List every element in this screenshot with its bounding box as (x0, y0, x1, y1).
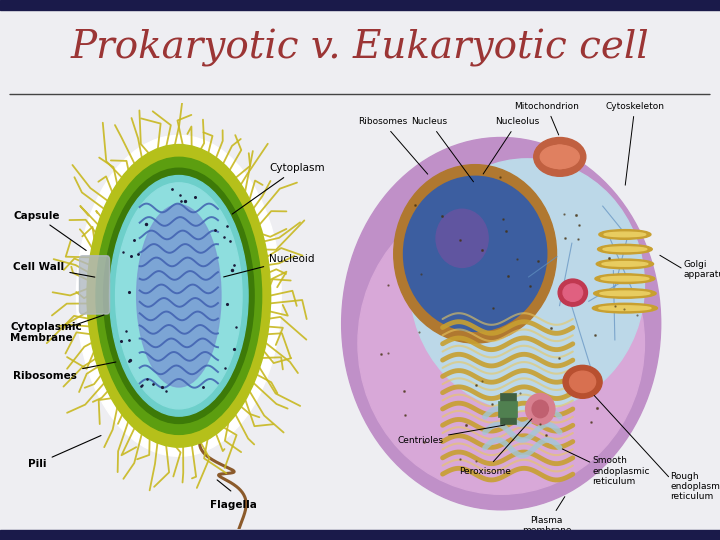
Ellipse shape (436, 210, 488, 267)
Text: Centrioles: Centrioles (397, 425, 505, 444)
Ellipse shape (137, 205, 221, 387)
Text: Cytoplasm: Cytoplasm (233, 163, 325, 214)
Text: Golgi
apparatus: Golgi apparatus (683, 260, 720, 279)
Ellipse shape (104, 168, 254, 423)
Text: Cytoplasmic
Membrane: Cytoplasmic Membrane (10, 321, 82, 343)
Text: Pili: Pili (28, 436, 101, 469)
Text: Nucleus: Nucleus (412, 118, 474, 182)
Ellipse shape (76, 136, 282, 456)
Ellipse shape (544, 145, 575, 168)
Text: Ribosomes: Ribosomes (13, 362, 116, 381)
Ellipse shape (549, 145, 571, 168)
Ellipse shape (601, 276, 649, 281)
Text: Rough
endoplasmic
reticulum: Rough endoplasmic reticulum (670, 471, 720, 502)
Ellipse shape (603, 247, 647, 252)
Ellipse shape (410, 159, 644, 411)
Ellipse shape (596, 259, 654, 269)
Ellipse shape (599, 230, 651, 239)
Ellipse shape (600, 291, 650, 296)
Text: Cell Wall: Cell Wall (13, 262, 95, 277)
Ellipse shape (532, 400, 549, 418)
Text: Nucleoid: Nucleoid (224, 254, 315, 277)
Text: Prokaryotic v. Eukaryotic cell: Prokaryotic v. Eukaryotic cell (71, 29, 649, 66)
Ellipse shape (593, 303, 657, 313)
Ellipse shape (109, 176, 248, 416)
Text: Smooth
endoplasmic
reticulum: Smooth endoplasmic reticulum (593, 456, 650, 486)
Text: Cytoskeleton: Cytoskeleton (606, 102, 665, 185)
Ellipse shape (595, 274, 655, 284)
Ellipse shape (563, 284, 582, 301)
Text: Capsule: Capsule (13, 211, 86, 251)
Text: Nucleolus: Nucleolus (483, 118, 539, 174)
Ellipse shape (87, 145, 271, 447)
Ellipse shape (604, 232, 646, 237)
Ellipse shape (598, 244, 652, 254)
Ellipse shape (558, 279, 588, 306)
Ellipse shape (602, 261, 648, 266)
Ellipse shape (563, 366, 602, 399)
Ellipse shape (96, 157, 261, 434)
Ellipse shape (526, 394, 555, 424)
Ellipse shape (358, 192, 644, 494)
Text: Peroxisome: Peroxisome (459, 419, 532, 476)
Ellipse shape (116, 183, 242, 409)
Text: Mitochondrion: Mitochondrion (514, 102, 579, 135)
Ellipse shape (403, 176, 546, 332)
Ellipse shape (570, 371, 595, 393)
Ellipse shape (594, 288, 656, 298)
Bar (498, 401, 518, 417)
Text: Plasma
membrane: Plasma membrane (522, 497, 572, 535)
Ellipse shape (534, 138, 586, 176)
Text: Flagella: Flagella (210, 500, 256, 510)
Ellipse shape (599, 306, 651, 310)
Text: Ribosomes: Ribosomes (358, 118, 428, 174)
Ellipse shape (394, 165, 557, 343)
Ellipse shape (540, 145, 580, 168)
Bar (500, 394, 516, 424)
FancyBboxPatch shape (79, 256, 109, 314)
Ellipse shape (342, 138, 661, 510)
